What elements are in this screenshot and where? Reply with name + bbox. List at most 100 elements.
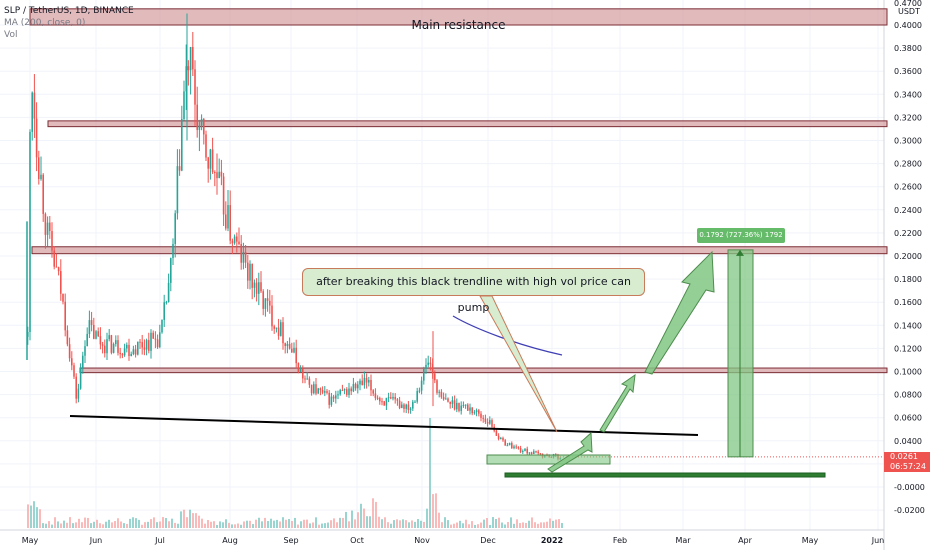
candle xyxy=(49,222,51,232)
volume-bar xyxy=(54,517,56,528)
candle xyxy=(189,47,192,71)
bar-countdown: 06:57:24 xyxy=(890,462,926,471)
candle xyxy=(269,300,271,306)
candle xyxy=(181,118,183,171)
candle xyxy=(84,346,86,356)
candle xyxy=(38,157,40,180)
candle xyxy=(315,384,317,394)
candle xyxy=(374,393,377,398)
volume-bar xyxy=(480,522,482,528)
support-line[interactable] xyxy=(504,472,826,478)
volume-bar xyxy=(165,518,167,528)
volume-bar xyxy=(546,521,548,528)
volume-bar xyxy=(201,518,203,528)
candle xyxy=(495,430,498,436)
candle xyxy=(29,131,31,333)
price-axis-label: 0.1600 xyxy=(894,298,922,307)
candle xyxy=(86,333,88,347)
volume-bar xyxy=(525,522,527,528)
candle xyxy=(66,330,69,345)
volume-bar xyxy=(477,524,479,528)
candle xyxy=(68,344,71,359)
volume-bar xyxy=(330,520,332,528)
price-axis-label: -0.0200 xyxy=(894,506,925,515)
candle xyxy=(154,338,157,340)
candle xyxy=(339,390,341,395)
volume-bar xyxy=(66,522,68,528)
candle xyxy=(174,213,176,244)
candle xyxy=(486,421,489,424)
volume-bar xyxy=(72,523,74,528)
price-axis-label: 0.2800 xyxy=(894,160,922,169)
volume-bar xyxy=(519,523,521,528)
candle xyxy=(82,355,84,369)
price-axis-label: 0.3200 xyxy=(894,113,922,122)
trendline-note[interactable]: after breaking this black trendline with… xyxy=(302,268,645,314)
candle xyxy=(310,384,313,394)
price-axis-label: 0.3000 xyxy=(894,137,922,146)
candle xyxy=(46,222,49,235)
volume-bar xyxy=(105,521,107,528)
candle xyxy=(27,332,29,337)
volume-bar xyxy=(147,521,149,528)
currency-label: USDT xyxy=(898,7,920,16)
candle xyxy=(519,448,522,452)
candle xyxy=(484,418,487,422)
volume-indicator-label[interactable]: Vol xyxy=(4,30,18,40)
price-axis-label: 0.3400 xyxy=(894,90,922,99)
candle xyxy=(128,344,130,357)
candle xyxy=(216,172,218,179)
candle xyxy=(35,118,38,158)
candle xyxy=(341,390,344,392)
black-trendline[interactable] xyxy=(69,415,699,436)
volume-bar xyxy=(318,524,320,528)
price-axis-label: 0.3800 xyxy=(894,44,922,53)
candle xyxy=(475,410,478,413)
candle xyxy=(401,404,403,408)
candle xyxy=(317,388,319,394)
volume-bar xyxy=(465,519,467,528)
candle xyxy=(321,390,324,393)
candle xyxy=(266,298,269,301)
main-resistance-zone[interactable] xyxy=(29,8,888,26)
candle xyxy=(398,400,401,408)
volume-bar xyxy=(144,522,146,528)
volume-bar xyxy=(120,521,122,528)
resistance-zone-2[interactable] xyxy=(47,120,888,128)
volume-bar xyxy=(375,501,377,528)
volume-bar xyxy=(459,520,461,528)
candle xyxy=(438,391,440,393)
volume-bar xyxy=(384,517,386,528)
candle xyxy=(240,243,242,263)
price-axis-label: 0.0600 xyxy=(894,414,922,423)
price-axis-label: 0.2400 xyxy=(894,206,922,215)
candle xyxy=(148,340,150,351)
candle xyxy=(95,331,97,339)
volume-bar xyxy=(303,519,305,528)
projection-arrow-3 xyxy=(644,250,715,375)
time-axis-label: Nov xyxy=(414,536,430,545)
volume-bar xyxy=(513,523,515,528)
resistance-zone-3[interactable] xyxy=(31,246,888,255)
volume-bar xyxy=(471,521,473,528)
candle xyxy=(440,391,443,398)
volume-bar xyxy=(288,518,290,528)
volume-bar xyxy=(447,520,449,528)
candle xyxy=(497,435,500,439)
volume-bar xyxy=(549,518,551,528)
volume-bar xyxy=(297,524,299,528)
support-zone[interactable] xyxy=(486,454,611,465)
ma-indicator-label[interactable]: MA (200, close, 0) xyxy=(4,18,86,28)
candle xyxy=(352,383,355,392)
resistance-zone-4[interactable] xyxy=(79,367,888,374)
candle xyxy=(535,451,537,453)
volume-bar xyxy=(210,521,212,528)
candle xyxy=(357,384,359,389)
candle xyxy=(176,166,179,214)
volume-bar xyxy=(534,522,536,528)
time-axis-label: May xyxy=(22,536,39,545)
candle xyxy=(218,171,220,179)
candle xyxy=(508,442,511,446)
time-axis-label: Jun xyxy=(871,536,885,545)
